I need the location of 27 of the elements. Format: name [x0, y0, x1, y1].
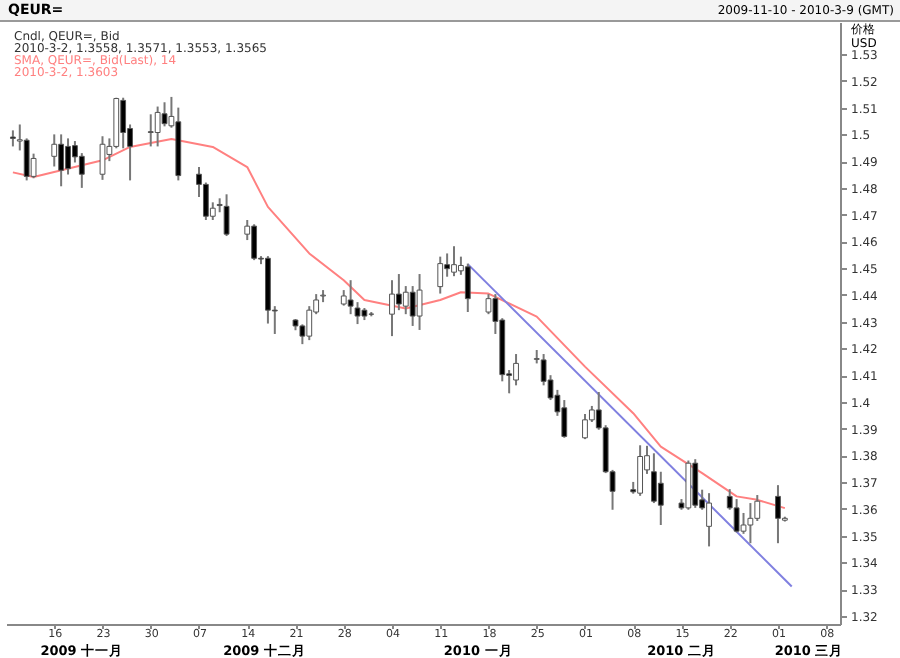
candlestick [395, 273, 402, 312]
candlestick [747, 502, 754, 545]
candlestick [58, 133, 65, 188]
candlestick [251, 223, 258, 262]
candlestick [485, 293, 492, 316]
candlestick [437, 255, 444, 295]
candlestick [223, 193, 230, 238]
candlestick [51, 133, 58, 168]
candlestick [692, 458, 699, 509]
candlestick [409, 285, 416, 327]
candlestick [347, 279, 354, 316]
candlestick [464, 262, 471, 314]
candlestick [65, 137, 71, 176]
candlestick [706, 492, 712, 548]
candlestick [740, 511, 747, 535]
candlestick [416, 273, 423, 331]
candlestick [147, 113, 154, 148]
candlestick [637, 444, 644, 497]
candlestick [685, 459, 692, 511]
candlestick [451, 245, 457, 278]
candlestick [513, 353, 519, 387]
candlestick [161, 101, 168, 128]
candlestick [389, 279, 395, 338]
candlestick [154, 105, 161, 148]
candlestick [99, 135, 106, 181]
candlestick [775, 484, 781, 545]
candlestick [582, 412, 588, 441]
